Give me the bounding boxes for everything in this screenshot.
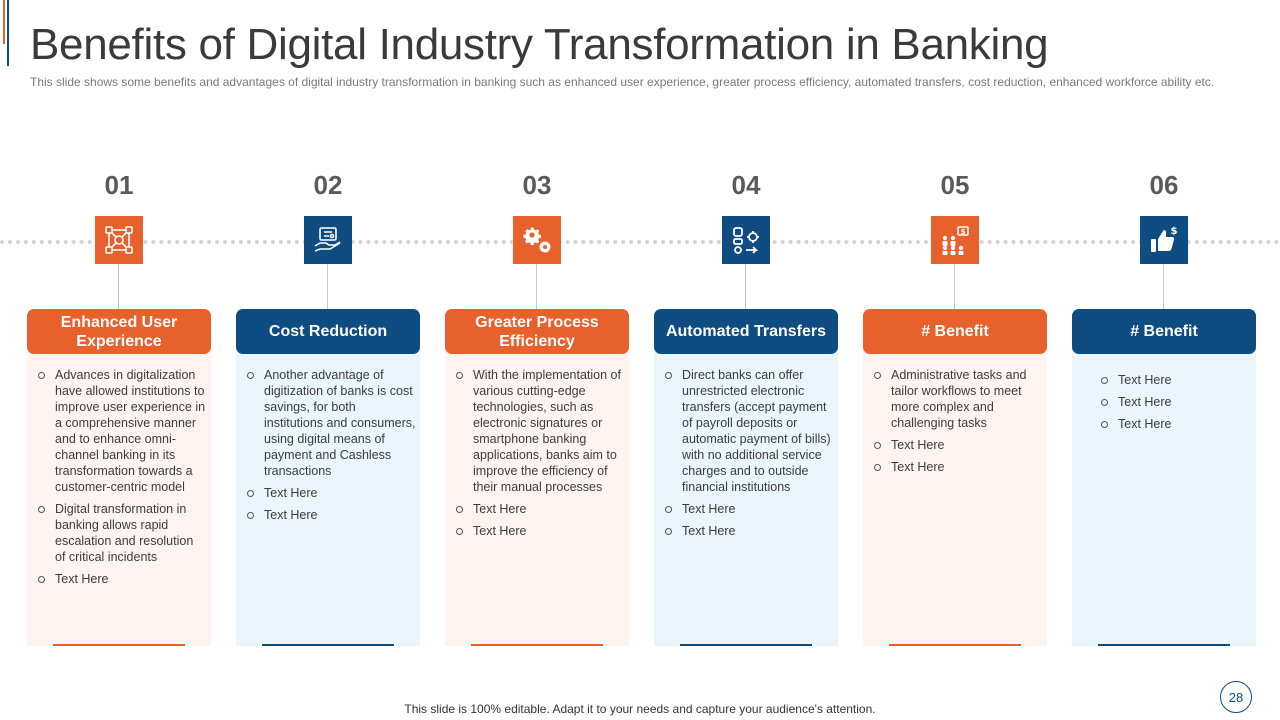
bullet-item: Text Here	[1100, 416, 1250, 432]
benefit-column-6: 06 $ # Benefit Text Here Text Here Text …	[1072, 170, 1256, 646]
bullet-item: Text Here	[1100, 394, 1250, 410]
bullet-item: Text Here	[1100, 372, 1250, 388]
connector-line	[954, 264, 955, 309]
bullet-item: With the implementation of various cutti…	[455, 367, 625, 495]
benefit-heading: Cost Reduction	[236, 309, 420, 354]
workflow-automation-icon	[722, 216, 770, 264]
page-number-badge: 28	[1220, 681, 1252, 713]
benefit-card	[236, 336, 420, 646]
svg-text:$: $	[1171, 226, 1178, 237]
card-bottom-rule	[680, 644, 812, 646]
accent-bar-orange	[3, 0, 5, 44]
benefit-heading: Greater Process Efficiency	[445, 309, 629, 354]
benefit-card	[1072, 336, 1256, 646]
benefit-bullets: Direct banks can offer unrestricted elec…	[664, 367, 834, 545]
benefit-heading: Automated Transfers	[654, 309, 838, 354]
benefit-card	[863, 336, 1047, 646]
benefit-bullets: Another advantage of digitization of ban…	[246, 367, 416, 529]
benefit-number: 04	[731, 170, 761, 200]
bullet-item: Digital transformation in banking allows…	[37, 501, 207, 565]
bullet-item: Advances in digitalization have allowed …	[37, 367, 207, 495]
connector-line	[536, 264, 537, 309]
workforce-dollar-icon: $	[931, 216, 979, 264]
benefit-column-5: 05 $ # Benefit Administrative tasks and …	[863, 170, 1047, 646]
bullet-item: Text Here	[873, 437, 1043, 453]
bullet-item: Text Here	[246, 485, 416, 501]
benefit-card	[654, 336, 838, 646]
benefit-heading: Enhanced User Experience	[27, 309, 211, 354]
bullet-item: Text Here	[664, 523, 834, 539]
bullet-item: Text Here	[455, 501, 625, 517]
slide-subtitle: This slide shows some benefits and advan…	[30, 75, 1215, 89]
benefit-column-3: 03 Greater Process Efficiency With the i…	[445, 170, 629, 646]
bullet-item: Text Here	[873, 459, 1043, 475]
card-bottom-rule	[471, 644, 603, 646]
card-bottom-rule	[1098, 644, 1230, 646]
benefit-number: 05	[940, 170, 970, 200]
benefit-card	[27, 336, 211, 646]
benefit-column-4: 04 Automated Transfers Direct banks can …	[654, 170, 838, 646]
benefit-bullets: Text Here Text Here Text Here	[1100, 372, 1250, 438]
gears-icon	[513, 216, 561, 264]
benefit-bullets: Administrative tasks and tailor workflow…	[873, 367, 1043, 481]
benefit-heading: # Benefit	[1072, 309, 1256, 354]
benefit-number: 03	[522, 170, 552, 200]
connector-line	[745, 264, 746, 309]
timeline-dotted-line	[0, 240, 1280, 244]
card-bottom-rule	[262, 644, 394, 646]
accent-bar-blue	[7, 0, 9, 66]
benefit-bullets: Advances in digitalization have allowed …	[37, 367, 207, 593]
card-bottom-rule	[889, 644, 1021, 646]
bullet-item: Administrative tasks and tailor workflow…	[873, 367, 1043, 431]
thumbs-up-dollar-icon: $	[1140, 216, 1188, 264]
connector-line	[1163, 264, 1164, 309]
bullet-item: Text Here	[664, 501, 834, 517]
benefit-heading: # Benefit	[863, 309, 1047, 354]
footer-note: This slide is 100% editable. Adapt it to…	[404, 702, 876, 716]
svg-text:$: $	[961, 228, 966, 236]
cost-reduction-hand-icon	[304, 216, 352, 264]
benefit-card	[445, 336, 629, 646]
bullet-item: Text Here	[455, 523, 625, 539]
bullet-item: Text Here	[246, 507, 416, 523]
benefit-number: 06	[1149, 170, 1179, 200]
benefit-number: 02	[313, 170, 343, 200]
bullet-item: Text Here	[37, 571, 207, 587]
bullet-item: Another advantage of digitization of ban…	[246, 367, 416, 479]
connector-line	[327, 264, 328, 309]
benefit-column-2: 02 Cost Reduction Another advantage of d…	[236, 170, 420, 646]
network-nodes-icon	[95, 216, 143, 264]
bullet-item: Direct banks can offer unrestricted elec…	[664, 367, 834, 495]
connector-line	[118, 264, 119, 309]
card-bottom-rule	[53, 644, 185, 646]
benefit-number: 01	[104, 170, 134, 200]
benefit-bullets: With the implementation of various cutti…	[455, 367, 625, 545]
benefit-column-1: 01 Enhanced User Experience Advances in …	[27, 170, 211, 646]
slide-title: Benefits of Digital Industry Transformat…	[30, 20, 1049, 69]
